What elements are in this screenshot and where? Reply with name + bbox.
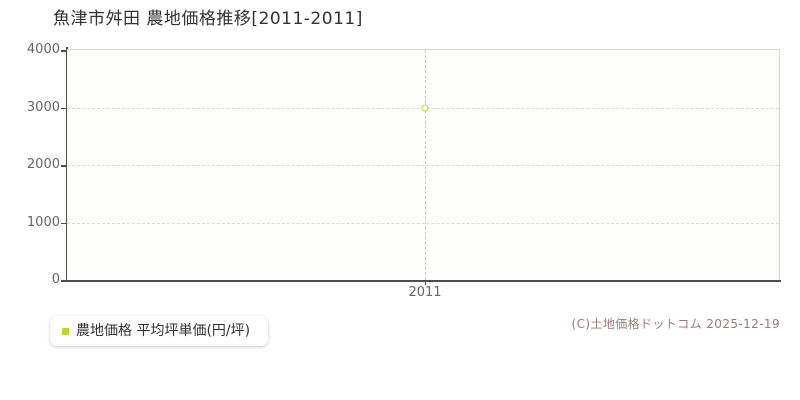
- y-tick-mark: [61, 50, 67, 52]
- chart-title: 魚津市舛田 農地価格推移[2011-2011]: [53, 9, 363, 29]
- x-tick-label: 2011: [408, 285, 442, 300]
- x-tick-mark: [425, 280, 426, 285]
- y-tick-mark: [61, 222, 67, 224]
- gridline-horizontal: [67, 222, 779, 224]
- y-tick-mark: [61, 107, 67, 109]
- gridline-horizontal: [67, 165, 779, 166]
- y-axis-line: [66, 47, 68, 282]
- gridline-vertical: [425, 50, 426, 280]
- y-tick-label: 1000: [26, 214, 60, 230]
- y-tick-mark: [61, 165, 67, 167]
- y-tick-label: 4000: [26, 42, 60, 57]
- data-point[interactable]: [421, 104, 429, 111]
- y-tick-label: 0: [51, 272, 60, 287]
- legend[interactable]: 農地価格 平均坪単価(円/坪): [50, 316, 269, 346]
- legend-swatch-icon: [62, 327, 69, 335]
- copyright-credit: (C)土地価格ドットコム 2025-12-19: [571, 317, 780, 331]
- x-axis-line: [66, 280, 781, 282]
- y-tick-label: 2000: [26, 157, 60, 172]
- y-tick-label: 3000: [26, 99, 60, 115]
- legend-label: 農地価格 平均坪単価(円/坪): [76, 323, 251, 339]
- y-tick-mark: [61, 280, 67, 282]
- plot-area: [61, 49, 780, 282]
